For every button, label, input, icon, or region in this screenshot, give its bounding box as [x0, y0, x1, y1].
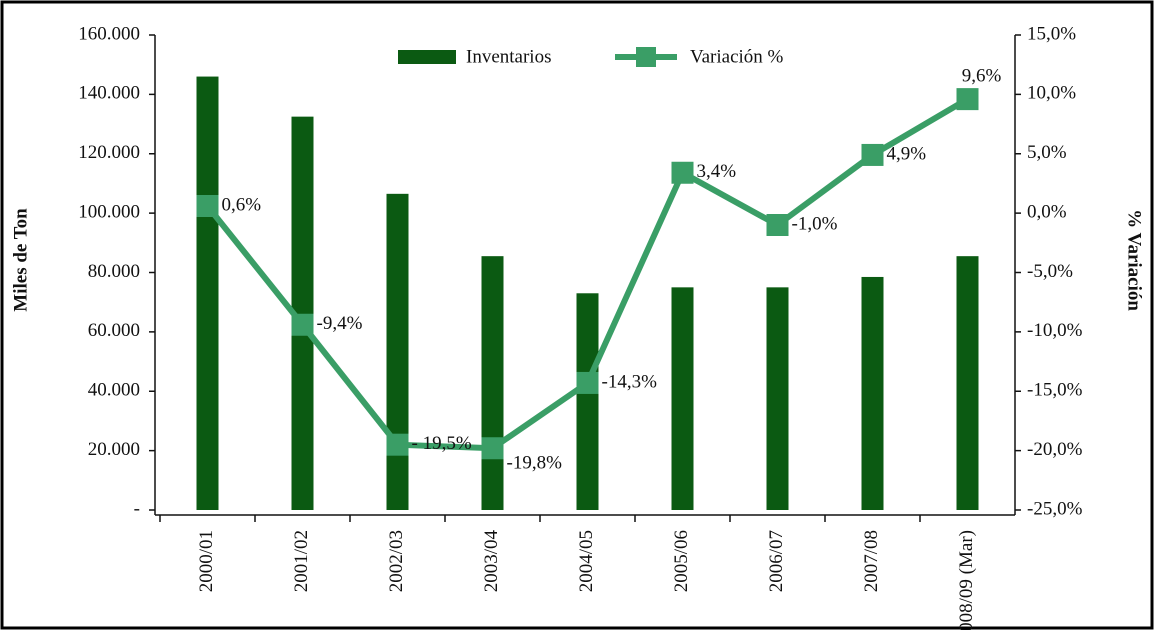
y2-tick-label: -10,0% [1027, 320, 1083, 341]
marker [481, 437, 504, 460]
y-tick-label: 140.000 [78, 83, 140, 104]
y2-tick-label: -20,0% [1027, 439, 1083, 460]
data-label: 0,6% [222, 194, 262, 215]
data-label: -19,8% [507, 453, 563, 474]
x-tick-label: 2005/06 [671, 530, 692, 592]
legend-swatch [398, 50, 456, 64]
bar [196, 76, 219, 510]
bar [291, 116, 314, 510]
data-label: -14,3% [602, 371, 658, 392]
marker [291, 313, 314, 336]
marker [576, 371, 599, 394]
y2-tick-label: -5,0% [1027, 261, 1073, 282]
data-label: 4,9% [887, 143, 927, 164]
legend-label: Variación % [690, 46, 784, 67]
y-tick-label: 80.000 [88, 261, 140, 282]
x-tick-label: 2002/03 [386, 530, 407, 592]
marker [861, 143, 884, 166]
marker [956, 88, 979, 111]
data-label: -1,0% [792, 213, 838, 234]
legend-swatch [636, 47, 656, 67]
data-label: - 19,5% [412, 433, 472, 454]
legend-label: Inventarios [466, 46, 551, 67]
y-axis-title: Miles de Ton [10, 208, 31, 312]
x-tick-label: 2007/08 [861, 530, 882, 592]
bar [861, 276, 884, 510]
y2-tick-label: -15,0% [1027, 380, 1083, 401]
y-tick-label: 20.000 [88, 439, 140, 460]
y2-tick-label: 15,0% [1027, 23, 1076, 44]
data-label: -9,4% [317, 313, 363, 334]
y-tick-label: 60.000 [88, 320, 140, 341]
x-tick-label: 2003/04 [481, 530, 502, 593]
y2-tick-label: 0,0% [1027, 201, 1067, 222]
bar [766, 287, 789, 510]
y2-tick-label: -25,0% [1027, 498, 1083, 519]
marker [671, 161, 694, 184]
y-tick-label: 100.000 [78, 201, 140, 222]
x-tick-label: 2008/09 (Mar) [956, 530, 977, 630]
bar [576, 293, 599, 510]
marker [386, 433, 409, 456]
marker [766, 214, 789, 236]
bar [956, 256, 979, 510]
y-tick-label: - [134, 498, 140, 519]
y-tick-label: 120.000 [78, 142, 140, 163]
marker [196, 195, 219, 217]
x-tick-label: 2001/02 [291, 530, 312, 592]
y2-tick-label: 5,0% [1027, 142, 1067, 163]
x-tick-label: 2000/01 [196, 530, 217, 592]
data-label: 3,4% [697, 161, 737, 182]
bar [481, 256, 504, 510]
bar [671, 287, 694, 510]
y-tick-label: 160.000 [78, 23, 140, 44]
y2-tick-label: 10,0% [1027, 83, 1076, 104]
x-tick-label: 2006/07 [766, 530, 787, 592]
y-tick-label: 40.000 [88, 380, 140, 401]
y2-axis-title: % Variación [1124, 209, 1145, 311]
bar [386, 193, 409, 510]
x-tick-label: 2004/05 [576, 530, 597, 592]
data-label: 9,6% [962, 65, 1002, 86]
